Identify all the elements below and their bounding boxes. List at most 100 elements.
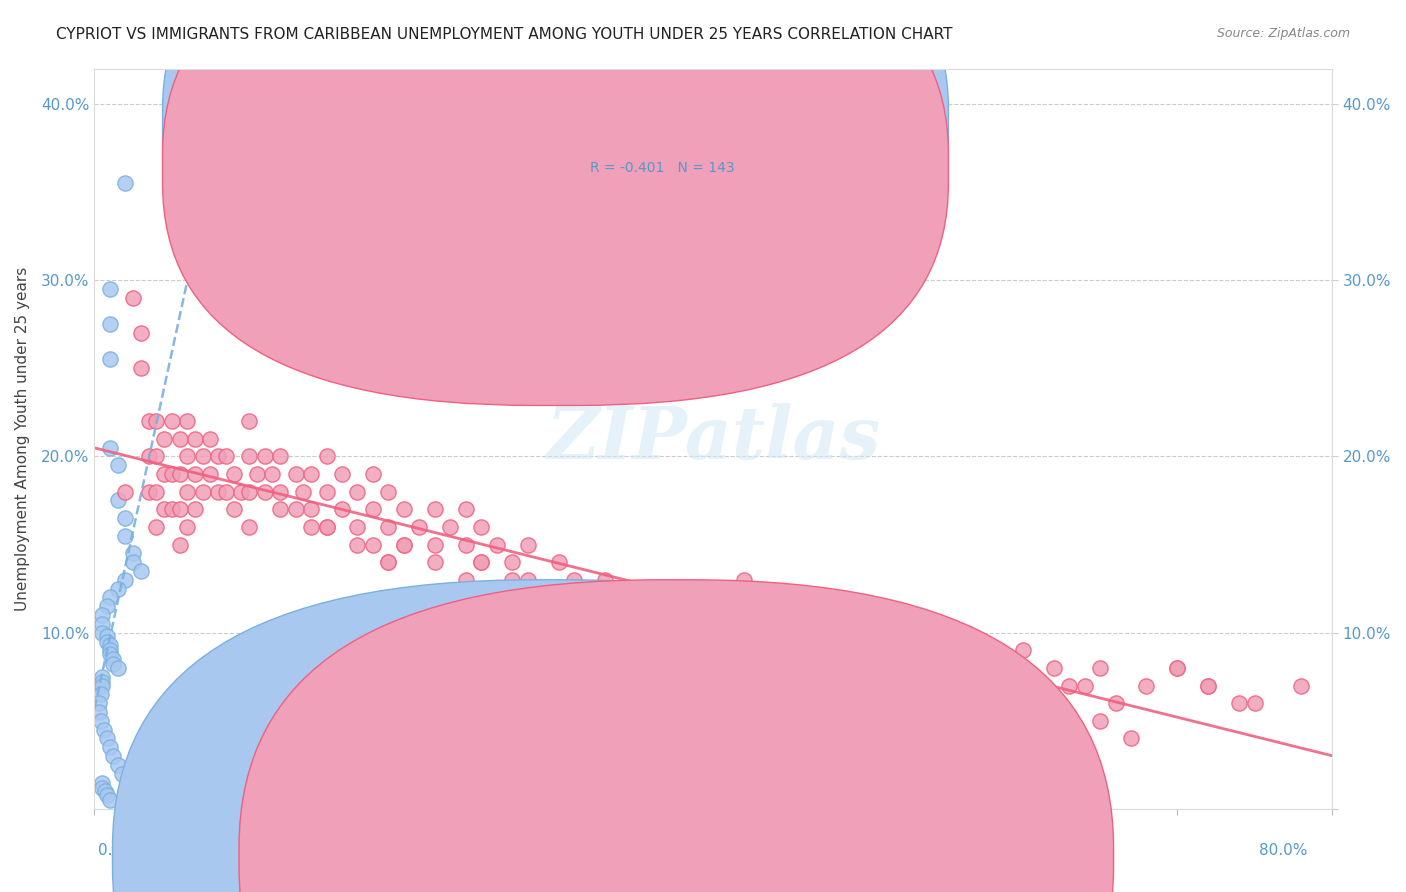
Point: [160, 467, 183, 481]
Point: [1088, 661, 1111, 675]
Point: [191, 484, 214, 499]
Point: [702, 625, 724, 640]
Point: [96, 634, 118, 648]
Point: [153, 432, 176, 446]
Point: [1197, 679, 1219, 693]
Point: [470, 555, 492, 569]
Text: CYPRIOT VS IMMIGRANTS FROM CARIBBEAN UNEMPLOYMENT AMONG YOUTH UNDER 25 YEARS COR: CYPRIOT VS IMMIGRANTS FROM CARIBBEAN UNE…: [56, 27, 953, 42]
Point: [122, 546, 145, 560]
Point: [934, 661, 956, 675]
Point: [856, 625, 879, 640]
Point: [111, 766, 134, 780]
Point: [1197, 679, 1219, 693]
Point: [160, 414, 183, 428]
FancyBboxPatch shape: [509, 91, 880, 210]
Point: [763, 661, 786, 675]
Point: [96, 788, 118, 802]
Point: [918, 679, 941, 693]
Point: [825, 625, 848, 640]
Point: [184, 432, 207, 446]
Point: [377, 484, 399, 499]
Point: [98, 638, 121, 652]
Point: [794, 608, 817, 623]
Point: [1166, 661, 1188, 675]
Point: [377, 555, 399, 569]
Text: 0.0%: 0.0%: [98, 843, 138, 858]
Point: [454, 502, 477, 516]
Point: [98, 441, 121, 455]
Point: [299, 520, 322, 534]
Point: [122, 555, 145, 569]
Point: [980, 661, 1002, 675]
Point: [733, 643, 755, 657]
Point: [238, 520, 260, 534]
Point: [269, 484, 291, 499]
Point: [624, 591, 647, 605]
Point: [1166, 661, 1188, 675]
Point: [1119, 731, 1142, 746]
Point: [107, 582, 129, 596]
Point: [315, 450, 337, 464]
Point: [284, 467, 307, 481]
Point: [1289, 679, 1312, 693]
Point: [98, 317, 121, 331]
Point: [501, 555, 523, 569]
Point: [702, 625, 724, 640]
Point: [129, 361, 152, 376]
Point: [200, 432, 222, 446]
Point: [122, 291, 145, 305]
Point: [145, 484, 167, 499]
Point: [98, 740, 121, 755]
Point: [361, 502, 384, 516]
Point: [531, 591, 554, 605]
Point: [562, 573, 585, 587]
Point: [169, 432, 191, 446]
Point: [94, 784, 117, 798]
Point: [392, 537, 415, 551]
Point: [91, 679, 114, 693]
Point: [485, 591, 508, 605]
Point: [145, 520, 167, 534]
Point: [640, 591, 662, 605]
Point: [153, 467, 176, 481]
Point: [470, 520, 492, 534]
Point: [91, 670, 114, 684]
Point: [392, 502, 415, 516]
Point: [423, 537, 446, 551]
Point: [107, 493, 129, 508]
Point: [299, 467, 322, 481]
Point: [231, 484, 253, 499]
Point: [284, 502, 307, 516]
Point: [176, 414, 198, 428]
Point: [346, 537, 368, 551]
Point: [169, 537, 191, 551]
Point: [262, 467, 284, 481]
Point: [91, 608, 114, 623]
Point: [138, 450, 160, 464]
Point: [107, 661, 129, 675]
Point: [215, 484, 238, 499]
Point: [145, 450, 167, 464]
Point: [315, 520, 337, 534]
Point: [160, 502, 183, 516]
Point: [562, 608, 585, 623]
Point: [238, 414, 260, 428]
Text: ZIPatlas: ZIPatlas: [546, 403, 880, 475]
Point: [392, 537, 415, 551]
Point: [169, 467, 191, 481]
Point: [1227, 696, 1250, 710]
Point: [114, 529, 136, 543]
Point: [485, 537, 508, 551]
Point: [1243, 696, 1265, 710]
Text: Cypriots: Cypriots: [574, 850, 637, 864]
Point: [207, 450, 229, 464]
Point: [96, 731, 118, 746]
Point: [98, 282, 121, 296]
Point: [269, 450, 291, 464]
Point: [934, 643, 956, 657]
Text: 80.0%: 80.0%: [1260, 843, 1308, 858]
Point: [253, 484, 276, 499]
Point: [501, 573, 523, 587]
Point: [222, 502, 245, 516]
Point: [624, 608, 647, 623]
